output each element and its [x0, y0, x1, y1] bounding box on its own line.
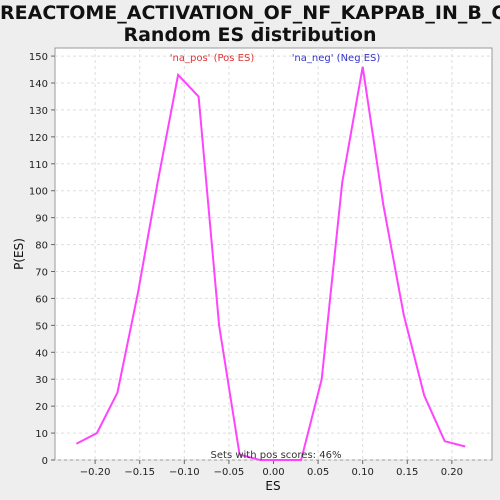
x-tick-label: 0.05: [307, 467, 329, 478]
y-tick-label: 10: [35, 429, 48, 440]
y-tick-label: 50: [35, 321, 48, 332]
annotation-pos-scores: Sets with pos scores: 46%: [211, 450, 342, 461]
es-distribution-line: [75, 66, 466, 461]
x-tick-label: −0.05: [214, 467, 245, 478]
y-tick-label: 150: [29, 52, 48, 63]
y-axis-label: P(ES): [12, 238, 26, 270]
x-tick-label: 0.15: [396, 467, 418, 478]
y-tick-label: 70: [35, 268, 48, 279]
y-tick-label: 80: [35, 241, 48, 252]
y-tick-label: 100: [29, 187, 48, 198]
chart-title-line-2: Random ES distribution: [123, 24, 377, 46]
y-tick-label: 20: [35, 402, 48, 413]
x-tick-label: −0.10: [169, 467, 200, 478]
y-tick-label: 30: [35, 375, 48, 386]
x-tick-label: −0.15: [124, 467, 155, 478]
x-tick-label: 0.20: [441, 467, 463, 478]
x-axis-label: ES: [265, 479, 280, 493]
y-tick-label: 120: [29, 133, 48, 144]
y-tick-label: 60: [35, 294, 48, 305]
y-tick-label: 90: [35, 214, 48, 225]
y-tick-label: 110: [29, 160, 48, 171]
y-tick-label: 40: [35, 348, 48, 359]
x-tick-label: 0.10: [352, 467, 374, 478]
annotation-neg-es: 'na_neg' (Neg ES): [292, 53, 381, 64]
x-tick-label: 0.00: [262, 467, 284, 478]
y-tick-label: 140: [29, 79, 48, 90]
y-tick-label: 130: [29, 106, 48, 117]
chart-title-line-1: REACTOME_ACTIVATION_OF_NF_KAPPAB_IN_B_CE…: [0, 2, 500, 24]
y-tick-label: 0: [42, 456, 48, 467]
annotation-pos-es: 'na_pos' (Pos ES): [170, 53, 255, 64]
x-tick-label: −0.20: [80, 467, 111, 478]
